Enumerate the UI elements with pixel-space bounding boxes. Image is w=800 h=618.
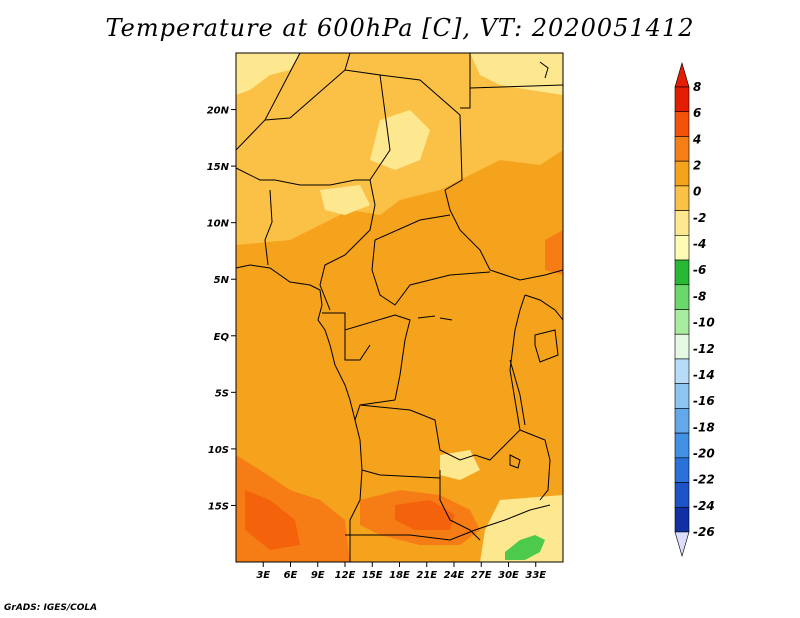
border-line — [519, 429, 551, 501]
border-line — [379, 74, 463, 191]
y-tick-label: 20N — [207, 106, 230, 117]
border-line — [361, 469, 441, 479]
x-tick-label: 15E — [362, 570, 383, 581]
border-line — [539, 61, 549, 79]
colorbar-segment — [674, 284, 690, 310]
colorbar-label: -16 — [693, 394, 715, 408]
border-line — [460, 53, 471, 109]
colorbar-label: -22 — [693, 473, 715, 487]
country-borders — [235, 52, 564, 562]
x-tick-label: 12E — [335, 570, 356, 581]
border-line — [344, 52, 351, 71]
colorbar-segment — [674, 86, 690, 113]
colorbar-segment — [674, 333, 690, 360]
colorbar-label: 8 — [693, 80, 701, 94]
y-tick-label: 15S — [208, 501, 229, 512]
colorbar-label: 4 — [692, 132, 701, 146]
colorbar-segment — [674, 111, 690, 137]
border-line — [509, 359, 526, 426]
colorbar-over-triangle — [674, 61, 690, 88]
y-tick-label: EQ — [214, 332, 230, 343]
x-tick-label: 9E — [311, 570, 325, 581]
x-axis-ticks: 3E 6E 9E 12E 15E 18E 21E 24E 27E 30E 33E — [256, 562, 546, 581]
colorbar-segment — [674, 185, 690, 211]
border-line — [444, 189, 564, 281]
field-pale-region — [236, 53, 300, 95]
colorbar-segment — [674, 432, 690, 459]
colorbar-label: -20 — [693, 446, 715, 460]
border-line — [344, 330, 371, 361]
border-line — [264, 189, 273, 266]
colorbar-segment — [674, 235, 690, 261]
colorbar-segment — [674, 383, 690, 409]
colorbar-segment — [674, 482, 690, 508]
colorbar-segment — [674, 408, 690, 434]
temperature-field — [236, 53, 563, 562]
lake — [417, 315, 453, 321]
field-pale-region — [470, 53, 563, 95]
border-line — [359, 294, 526, 461]
colorbar-label: -24 — [693, 499, 715, 513]
field-pale-region — [320, 185, 370, 215]
colorbar-label: -18 — [693, 420, 715, 434]
x-tick-label: 30E — [498, 570, 519, 581]
y-tick-label: 5S — [215, 388, 229, 399]
field-cool-region — [505, 535, 545, 560]
colorbar-segment — [674, 136, 690, 162]
colorbar-label: -26 — [693, 525, 715, 539]
y-tick-label: 10N — [207, 219, 230, 230]
colorbar-label: -14 — [693, 368, 715, 382]
border-line — [345, 504, 551, 541]
x-tick-label: 27E — [471, 570, 492, 581]
border-line — [534, 329, 559, 363]
border-line — [319, 204, 376, 311]
lake — [509, 454, 521, 469]
colorbar-label: 0 — [693, 185, 701, 199]
x-tick-label: 3E — [256, 570, 270, 581]
colorbar-label: -2 — [693, 211, 706, 225]
map-title: Temperature at 600hPa [C], VT: 202005141… — [105, 14, 695, 42]
colorbar: 8 6 4 2 0 -2 -4 -6 -8 -10 -12 -14 -16 -18 -20 -22 -24 -26 — [674, 61, 715, 558]
field-warm-region — [545, 230, 563, 275]
x-tick-label: 24E — [444, 570, 465, 581]
map-panel: 3E 6E 9E 12E 15E 18E 21E 24E 27E 30E 33E 20N 15N 10N… — [207, 52, 564, 581]
colorbar-segment — [674, 309, 690, 335]
colorbar-under-triangle — [674, 531, 690, 558]
border-line — [371, 239, 491, 306]
field-pale-region — [440, 450, 480, 480]
x-tick-label: 18E — [389, 570, 410, 581]
border-line — [322, 312, 411, 401]
border-line — [235, 167, 370, 186]
colorbar-segment — [674, 160, 690, 187]
border-line — [374, 214, 451, 241]
colorbar-label: -8 — [693, 289, 706, 303]
border-line — [439, 470, 481, 541]
y-axis-ticks: 20N 15N 10N 5N EQ 5S 10S 15S — [207, 106, 236, 512]
colorbar-label: 6 — [693, 106, 701, 120]
field-hot-region — [395, 500, 455, 530]
colorbar-segment — [674, 457, 690, 483]
border-line — [524, 294, 564, 321]
colorbar-segment — [674, 259, 690, 286]
x-tick-label: 21E — [416, 570, 437, 581]
grads-credit: GrADS: IGES/COLA — [4, 603, 98, 613]
colorbar-label: -12 — [693, 342, 715, 356]
border-line — [469, 84, 564, 89]
colorbar-label: -6 — [693, 263, 706, 277]
y-tick-label: 15N — [207, 162, 230, 173]
colorbar-label: -10 — [693, 316, 715, 330]
x-tick-label: 6E — [284, 570, 298, 581]
y-tick-label: 5N — [214, 275, 230, 286]
colorbar-label: 2 — [693, 159, 701, 173]
colorbar-label: -4 — [693, 237, 706, 251]
x-tick-label: 33E — [525, 570, 546, 581]
y-tick-label: 10S — [208, 445, 229, 456]
colorbar-segment — [674, 210, 690, 236]
field-hot-region — [245, 490, 300, 550]
colorbar-segment — [674, 506, 690, 533]
field-pale-region — [370, 110, 430, 170]
colorbar-segment — [674, 358, 690, 384]
